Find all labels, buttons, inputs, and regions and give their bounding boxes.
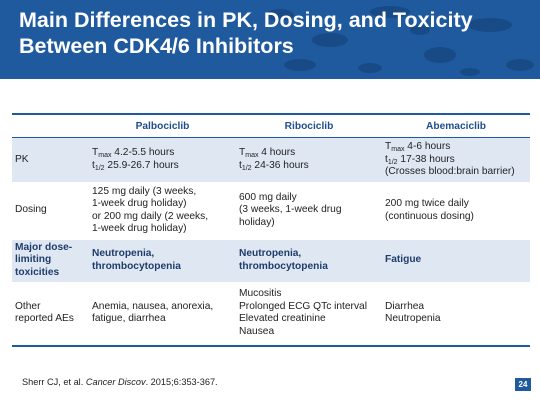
cell-line: Elevated creatinine — [239, 313, 326, 324]
cell-line: Tmax 4-6 hours — [385, 141, 451, 153]
cell-line: holiday) — [239, 216, 275, 228]
column-header-empty — [12, 113, 89, 138]
cell-line: 600 mg daily — [239, 191, 297, 203]
cell-other-aes-ribociclib: Mucositis Prolonged ECG QTc interval Ele… — [236, 281, 382, 347]
banner-texture-decoration — [266, 6, 534, 76]
slide-title-line-1: Main Differences in PK, Dosing, and Toxi… — [19, 8, 473, 32]
cell-line: Fatigue — [385, 254, 422, 266]
row-label-dosing: Dosing — [15, 204, 47, 216]
cell-line: Anemia, nausea, anorexia, — [92, 300, 214, 312]
cell-pk-abemaciclib: Tmax 4-6 hours t1/2 17-38 hours (Crosses… — [382, 137, 530, 182]
cell-line: thrombocytopenia — [239, 260, 328, 272]
column-header-abemaciclib: Abemaciclib — [382, 113, 530, 138]
footnote-journal: Cancer Discov — [85, 377, 146, 387]
reference-footnote: Sherr CJ, et al. Cancer Discov. 2015;6:3… — [22, 377, 218, 387]
column-header-ribociclib: Ribociclib — [236, 113, 382, 138]
cell-major-toxicities-abemaciclib: Fatigue — [382, 239, 530, 282]
cell-line: thrombocytopenia — [92, 260, 181, 272]
cell-line: t1/2 17-38 hours — [385, 153, 455, 166]
table-row-dosing: Dosing 125 mg daily (3 weeks, 1-week dru… — [12, 182, 530, 240]
cell-line: Tmax 4.2-5.5 hours — [92, 147, 175, 160]
cell-line: Other — [15, 300, 41, 312]
cell-line: t1/2 25.9-26.7 hours — [92, 159, 179, 172]
table-row-major-toxicities: Major dose- limiting toxicities Neutrope… — [12, 239, 530, 282]
slide-title: Main Differences in PK, Dosing, and Toxi… — [19, 7, 534, 59]
cell-line: 1-week drug holiday) — [92, 223, 187, 234]
cell-pk-palbociclib: Tmax 4.2-5.5 hours t1/2 25.9-26.7 hours — [89, 137, 236, 182]
cell-pk-ribociclib: Tmax 4 hours t1/2 24-36 hours — [236, 137, 382, 182]
comparison-table-container: Palbociclib Ribociclib Abemaciclib PK Tm… — [12, 113, 530, 347]
cell-line: 200 mg twice daily — [385, 198, 469, 209]
cell-line: reported AEs — [15, 313, 74, 324]
cell-line: t1/2 24-36 hours — [239, 159, 309, 172]
cell-line: limiting — [15, 254, 52, 266]
cell-other-aes-abemaciclib: Diarrhea Neutropenia — [382, 281, 530, 347]
table-row-pk: PK Tmax 4.2-5.5 hours t1/2 25.9-26.7 hou… — [12, 137, 530, 182]
row-label-pk: PK — [12, 137, 89, 182]
comparison-table: Palbociclib Ribociclib Abemaciclib PK Tm… — [12, 113, 530, 347]
column-header-palbociclib: Palbociclib — [89, 113, 236, 138]
cell-line: Tmax 4 hours — [239, 147, 296, 160]
footnote-authors: Sherr CJ, et al. — [22, 377, 86, 387]
cell-line: Neutropenia, — [92, 248, 155, 259]
cell-line: or 200 mg daily (2 weeks, — [92, 210, 209, 222]
row-label-other-aes: Other reported AEs — [12, 281, 89, 347]
cell-major-toxicities-palbociclib: Neutropenia, thrombocytopenia — [89, 239, 236, 282]
cell-dosing-ribociclib: 600 mg daily (3 weeks, 1-week drug holid… — [236, 182, 382, 240]
cell-other-aes-palbociclib: Anemia, nausea, anorexia, fatigue, diarr… — [89, 281, 236, 347]
cell-dosing-abemaciclib: 200 mg twice daily (continuous dosing) — [382, 182, 530, 240]
cell-line: toxicities — [15, 266, 60, 278]
cell-line: (Crosses blood:brain barrier) — [385, 166, 515, 177]
cell-line: (3 weeks, 1-week drug — [239, 204, 342, 216]
cell-line: Prolonged ECG QTc interval — [239, 300, 367, 312]
slide-title-line-2: Between CDK4/6 Inhibitors — [19, 34, 294, 58]
cell-line: Diarrhea — [385, 300, 425, 312]
row-label-major-toxicities: Major dose- limiting toxicities — [12, 239, 89, 282]
table-header-row: Palbociclib Ribociclib Abemaciclib — [12, 113, 530, 138]
cell-line: Mucositis — [239, 288, 282, 299]
page-number-badge: 24 — [515, 378, 531, 391]
table-row-other-aes: Other reported AEs Anemia, nausea, anore… — [12, 281, 530, 347]
title-banner: Main Differences in PK, Dosing, and Toxi… — [0, 0, 540, 79]
cell-line: fatigue, diarrhea — [92, 313, 166, 324]
cell-line: 125 mg daily (3 weeks, — [92, 185, 197, 197]
cell-line: 1-week drug holiday) — [92, 198, 187, 209]
cell-dosing-palbociclib: 125 mg daily (3 weeks, 1-week drug holid… — [89, 182, 236, 240]
cell-line: Neutropenia — [385, 313, 441, 324]
cell-line: Nausea — [239, 325, 275, 337]
footnote-citation: . 2015;6:353-367. — [145, 377, 218, 387]
cell-line: Major dose- — [15, 241, 73, 253]
cell-line: (continuous dosing) — [385, 210, 474, 222]
cell-major-toxicities-ribociclib: Neutropenia, thrombocytopenia — [236, 239, 382, 282]
cell-line: Neutropenia, — [239, 248, 302, 259]
